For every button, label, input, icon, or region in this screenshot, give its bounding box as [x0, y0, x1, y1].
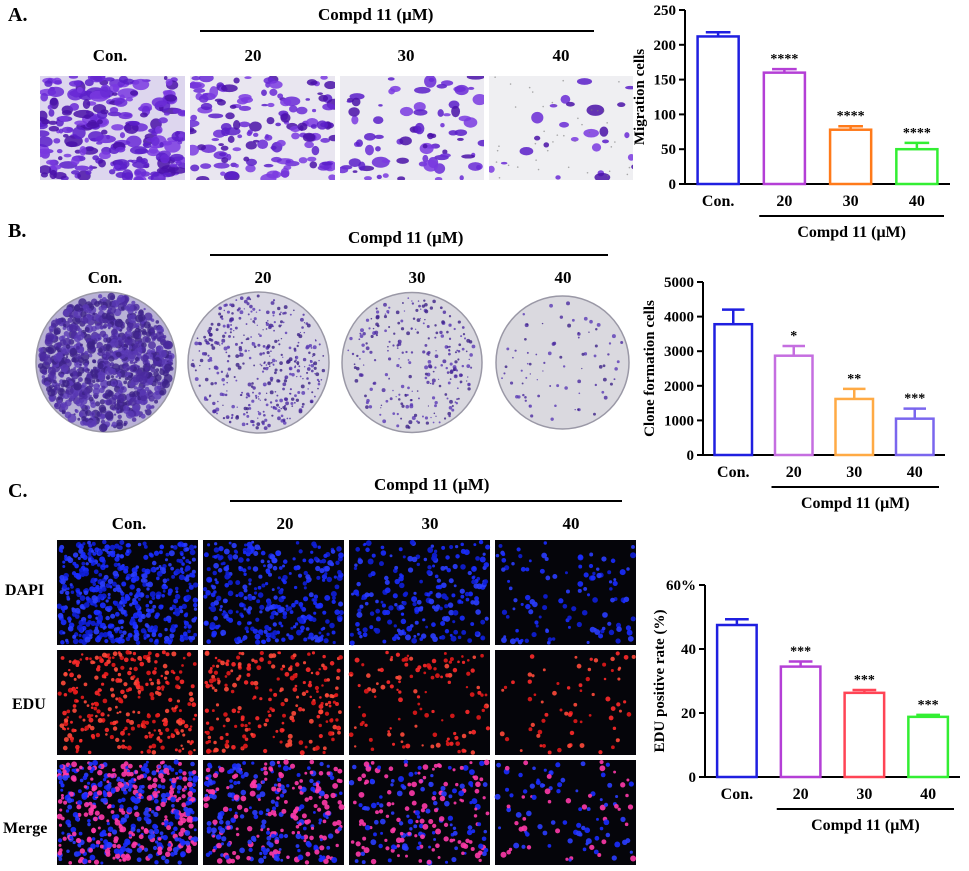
bar: [715, 623, 758, 779]
y-tick-label: 60%: [666, 578, 696, 594]
edu-positive-chart: 0 20 40 60% EDU positive rate (%) Con. *** 20 **…: [652, 578, 960, 834]
panel-a-group-line: [200, 30, 594, 32]
x-tick-label: 20: [776, 193, 792, 210]
panel-b-group-label: Compd 11 (μM): [348, 228, 464, 247]
y-tick-label: 0: [669, 177, 677, 193]
x-tick-label: 40: [920, 786, 936, 803]
x-tick-label: 20: [786, 464, 802, 481]
panel-b-col-30: 30: [408, 268, 426, 287]
group-label: Compd 11 (μM): [811, 817, 920, 834]
panel-b-col-40: 40: [554, 268, 572, 287]
bar: [843, 691, 886, 779]
y-tick-label: 20: [681, 706, 696, 722]
panel-b-col-con: Con.: [87, 268, 123, 287]
migration-chart: 0 50 100 150 200 250 Migration cells Con. **** 20…: [632, 3, 950, 241]
bar: [773, 354, 814, 457]
bar: [828, 128, 873, 186]
panel-a-col-con: Con.: [92, 46, 128, 65]
bar: [779, 665, 822, 779]
y-tick-label: 4000: [664, 310, 694, 326]
fluorescence-image-grid: [57, 540, 637, 866]
bar: [894, 417, 935, 457]
x-tick-label: 30: [846, 464, 862, 481]
panel-b-col-20: 20: [254, 268, 272, 287]
panel-b-letter: B.: [8, 220, 27, 242]
significance-label: *: [790, 329, 797, 344]
significance-label: ***: [904, 392, 925, 407]
clone-dish-20: [187, 291, 330, 434]
significance-label: ***: [790, 644, 811, 659]
panel-c-group-label: Compd 11 (μM): [374, 475, 490, 494]
y-tick-label: 50: [661, 142, 676, 158]
y-tick-label: 100: [654, 107, 677, 123]
y-tick-label: 2000: [664, 379, 694, 395]
group-label: Compd 11 (μM): [801, 495, 910, 512]
y-tick-label: 3000: [664, 344, 694, 360]
significance-label: ****: [837, 109, 865, 124]
y-tick-label: 250: [654, 3, 677, 19]
panel-a-group-label: Compd 11 (μM): [318, 5, 434, 24]
significance-label: ****: [903, 126, 931, 141]
y-tick-label: 40: [681, 642, 696, 658]
x-tick-label: 20: [793, 786, 809, 803]
migration-image-30: [340, 76, 484, 180]
panel-c-row-dapi: DAPI: [5, 582, 45, 599]
panel-c-letter: C.: [8, 480, 28, 502]
panel-a-letter: A.: [8, 4, 28, 26]
clone-dish-30: [341, 291, 483, 434]
significance-label: ***: [918, 698, 939, 713]
panel-c-row-edu: EDU: [12, 696, 46, 713]
x-tick-label: 40: [909, 193, 925, 210]
bar: [696, 35, 740, 186]
significance-label: ***: [854, 673, 875, 688]
clone-formation-chart: 0 1000 2000 3000 4000 5000 Clone formation cel…: [642, 275, 945, 512]
bar: [895, 147, 939, 186]
migration-image-20: [190, 76, 335, 180]
y-axis-label: Clone formation cells: [642, 300, 658, 437]
y-tick-label: 0: [689, 770, 697, 786]
x-tick-label: Con.: [717, 464, 749, 481]
group-label: Compd 11 (μM): [797, 224, 906, 241]
y-tick-label: 5000: [664, 275, 694, 291]
y-tick-label: 0: [687, 448, 695, 464]
bar: [713, 322, 754, 457]
y-tick-label: 200: [654, 38, 677, 54]
y-axis-label: Migration cells: [632, 49, 648, 145]
panel-c-col-20: 20: [276, 514, 294, 533]
panel-b-group-line: [210, 254, 608, 256]
panel-a-col-20: 20: [244, 46, 262, 65]
significance-label: **: [847, 372, 861, 387]
clone-dish-40: [495, 295, 630, 430]
x-tick-label: Con.: [721, 786, 753, 803]
bar: [762, 71, 807, 186]
panel-a-col-30: 30: [397, 46, 415, 65]
panel-c-col-con: Con.: [111, 514, 147, 533]
y-tick-label: 1000: [664, 413, 694, 429]
migration-image-con: [40, 76, 185, 180]
x-tick-label: 40: [907, 464, 923, 481]
panel-c-group-line: [230, 500, 622, 502]
bar: [834, 397, 875, 457]
y-axis-label: EDU positive rate (%): [652, 610, 668, 753]
panel-c-row-merge: Merge: [3, 820, 48, 837]
x-tick-label: 30: [843, 193, 859, 210]
x-tick-label: Con.: [702, 193, 734, 210]
clone-dish-con: [35, 291, 177, 433]
bar: [907, 715, 950, 779]
panel-c-col-30: 30: [421, 514, 439, 533]
y-tick-label: 150: [654, 73, 677, 89]
panel-a-col-40: 40: [552, 46, 570, 65]
x-tick-label: 30: [856, 786, 872, 803]
migration-image-40: [489, 76, 633, 180]
panel-c-col-40: 40: [562, 514, 580, 533]
significance-label: ****: [770, 52, 798, 67]
